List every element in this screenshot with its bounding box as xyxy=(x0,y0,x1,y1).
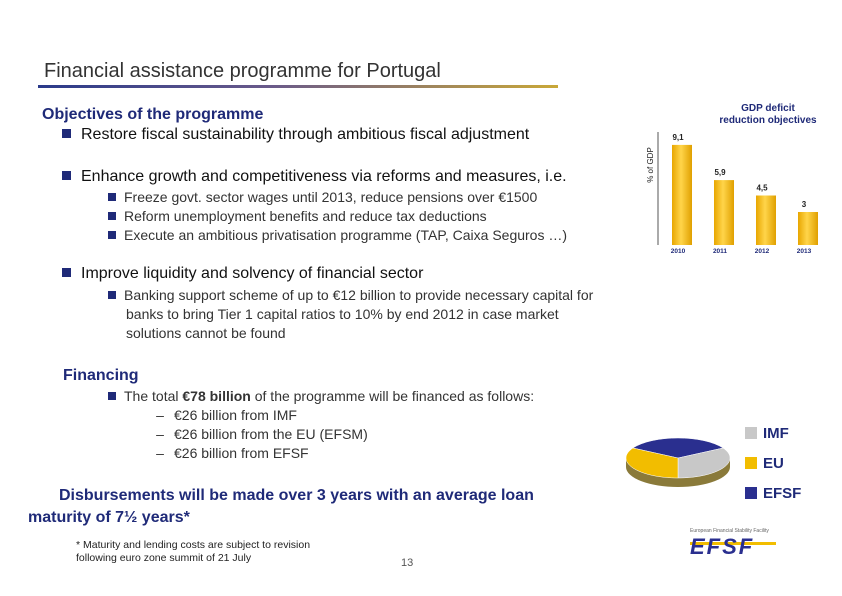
objective-subitem-text: Freeze govt. sector wages until 2013, re… xyxy=(124,189,538,205)
bar-value-label: 5,9 xyxy=(714,168,726,177)
financing-line-text: €26 billion from EFSF xyxy=(174,445,309,461)
financing-intro-pre: The total xyxy=(124,388,183,404)
footnote-line-1: * Maturity and lending costs are subject… xyxy=(76,539,311,551)
bullet-square-icon xyxy=(108,193,116,201)
footnote: * Maturity and lending costs are subject… xyxy=(76,539,310,565)
legend-item-imf: IMF xyxy=(745,425,789,442)
financing-intro-post: of the programme will be financed as fol… xyxy=(250,388,535,404)
financing-line-text: €26 billion from IMF xyxy=(174,407,297,423)
x-tick-label: 2012 xyxy=(755,248,770,255)
logo-tagline: European Financial Stability Facility xyxy=(690,528,769,534)
bullet-square-icon xyxy=(108,291,116,299)
financing-pie-chart xyxy=(625,437,731,487)
pie-slice-efsf xyxy=(632,437,724,459)
financing-line: – €26 billion from EFSF xyxy=(154,445,309,461)
x-tick-label: 2013 xyxy=(797,248,812,255)
legend-label-imf: IMF xyxy=(763,425,789,442)
bullet-square-icon xyxy=(108,392,116,400)
legend-label-eu: EU xyxy=(763,455,784,472)
dash-icon: – xyxy=(156,426,164,442)
objective-subitem-text: Banking support scheme of up to €12 bill… xyxy=(124,287,594,303)
chart-y-axis-label: % of GDP xyxy=(646,147,655,183)
x-tick-label: 2010 xyxy=(671,248,686,255)
objective-item-3: Improve liquidity and solvency of financ… xyxy=(62,265,423,283)
bar-2013 xyxy=(798,212,818,245)
legend-swatch-efsf xyxy=(745,487,757,499)
objective-item-1-label: Restore fiscal sustainability through am… xyxy=(81,126,530,143)
objective-item-1: Restore fiscal sustainability through am… xyxy=(62,126,529,144)
pie-side xyxy=(626,458,730,487)
objective-item-2: Enhance growth and competitiveness via r… xyxy=(62,168,567,186)
financing-total: €78 billion xyxy=(182,388,251,404)
chart-title-line-1: GDP deficit xyxy=(741,103,795,114)
legend-item-eu: EU xyxy=(745,455,784,472)
bar-value-label: 4,5 xyxy=(756,184,768,193)
efsf-logo: European Financial Stability Facility EF… xyxy=(690,528,790,560)
page-title: Financial assistance programme for Portu… xyxy=(44,60,441,82)
gdp-deficit-bar-chart: GDP deficit reduction objectives % of GD… xyxy=(646,103,818,255)
title-underline xyxy=(38,85,558,88)
financing-intro: The total €78 billion of the programme w… xyxy=(108,388,534,404)
bar-value-label: 9,1 xyxy=(672,133,684,142)
objective-subitem-text: Execute an ambitious privatisation progr… xyxy=(124,227,568,243)
pie-slice-eu xyxy=(625,447,679,479)
objectives-heading: Objectives of the programme xyxy=(42,106,264,123)
dash-icon: – xyxy=(156,445,164,461)
legend-label-efsf: EFSF xyxy=(763,485,802,502)
disbursement-line-1: Disbursements will be made over 3 years … xyxy=(59,487,534,504)
dash-icon: – xyxy=(156,407,164,423)
objective-subitem-continuation: solutions cannot be found xyxy=(126,325,286,341)
objective-item-2-label: Enhance growth and competitiveness via r… xyxy=(81,168,567,185)
bullet-square-icon xyxy=(62,129,71,138)
objective-subitem: Freeze govt. sector wages until 2013, re… xyxy=(108,189,537,205)
objective-subitem: Execute an ambitious privatisation progr… xyxy=(108,227,567,243)
bar-2012 xyxy=(756,195,776,245)
bullet-square-icon xyxy=(108,212,116,220)
bar-value-label: 3 xyxy=(802,200,807,209)
legend-item-efsf: EFSF xyxy=(745,485,801,502)
bullet-square-icon xyxy=(108,231,116,239)
logo-mark: EFSF xyxy=(690,534,790,560)
objective-subitem-text: Reform unemployment benefits and reduce … xyxy=(124,208,487,224)
logo-stripe-gold xyxy=(690,542,776,545)
legend-swatch-eu xyxy=(745,457,757,469)
objective-subitem: Banking support scheme of up to €12 bill… xyxy=(108,287,593,303)
financing-line-text: €26 billion from the EU (EFSM) xyxy=(174,426,368,442)
x-tick-label: 2011 xyxy=(713,248,727,255)
objective-subitem: Reform unemployment benefits and reduce … xyxy=(108,208,487,224)
objective-item-3-label: Improve liquidity and solvency of financ… xyxy=(81,265,424,282)
objective-subitem-continuation: banks to bring Tier 1 capital ratios to … xyxy=(126,306,559,322)
financing-line: – €26 billion from IMF xyxy=(154,407,297,423)
logo-text: EFSF xyxy=(690,534,755,559)
footnote-line-2: following euro zone summit of 21 July xyxy=(76,552,252,564)
bullet-square-icon xyxy=(62,171,71,180)
financing-heading: Financing xyxy=(63,367,139,384)
legend-swatch-imf xyxy=(745,427,757,439)
pie-slice-imf xyxy=(677,447,731,479)
bar-2011 xyxy=(714,180,734,245)
chart-title-line-2: reduction objectives xyxy=(719,115,817,126)
financing-line: – €26 billion from the EU (EFSM) xyxy=(154,426,368,442)
disbursement-line-2: maturity of 7½ years* xyxy=(28,509,190,526)
bar-2010 xyxy=(672,144,692,245)
disbursement-note: Disbursements will be made over 3 years … xyxy=(28,485,628,529)
page-number: 13 xyxy=(401,557,414,569)
bullet-square-icon xyxy=(62,268,71,277)
